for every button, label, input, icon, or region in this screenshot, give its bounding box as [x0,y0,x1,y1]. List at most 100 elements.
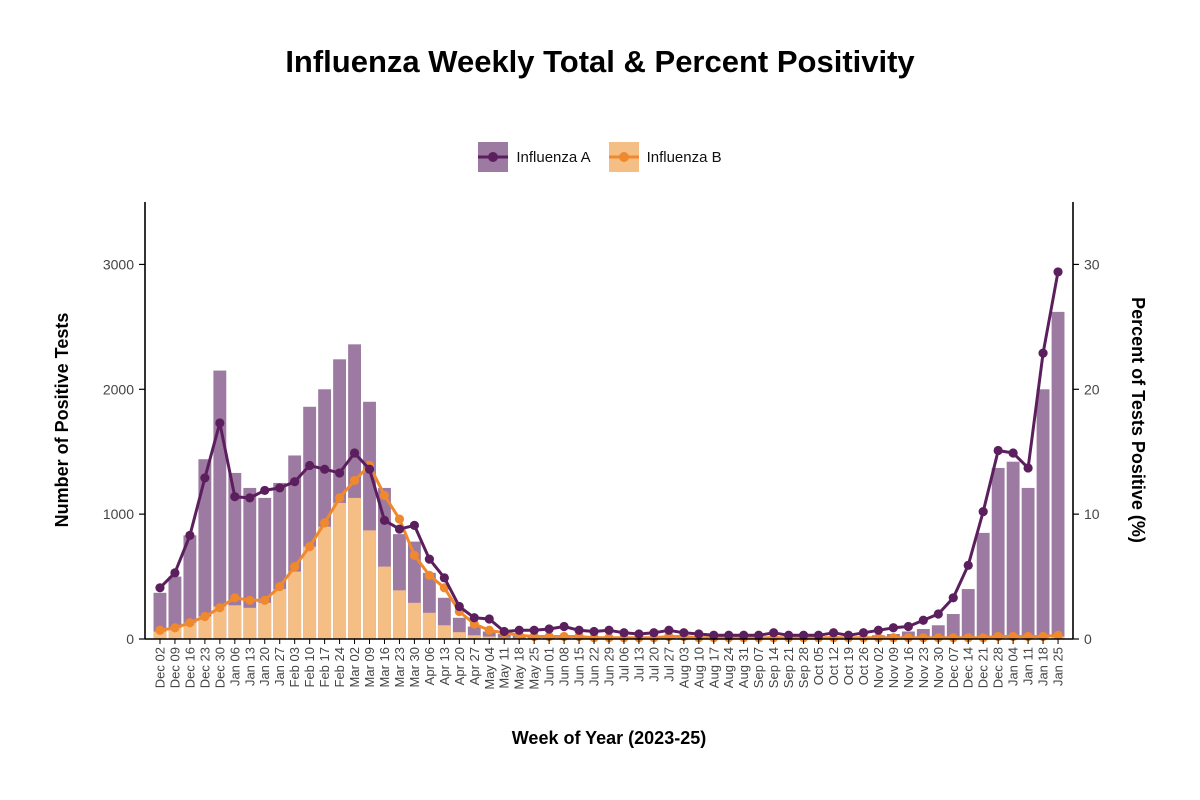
influenza-b-percent-point [290,561,300,572]
x-tick-label: May 04 [482,647,497,690]
influenza-a-bar [991,467,1005,639]
influenza-a-percent-point [769,628,779,638]
x-tick-label: Jan 27 [272,647,287,686]
influenza-b-bar [482,636,496,639]
y-tick-label: 3000 [103,256,134,272]
x-tick-label: Dec 09 [167,647,182,688]
influenza-a-percent-point [544,624,554,634]
influenza-a-percent-point [364,464,375,474]
x-tick-label: Aug 31 [736,647,751,688]
influenza-a-percent-point [275,483,285,493]
influenza-a-percent-point [709,630,719,640]
influenza-b-percent-point [978,633,988,643]
x-tick-label: May 18 [512,647,527,690]
influenza-a-percent-point [933,609,943,619]
x-tick-label: Jan 06 [227,647,242,686]
influenza-a-percent-point [454,601,464,612]
legend-key-influenza-a [478,142,509,172]
influenza-a-percent-point [963,560,973,570]
influenza-b-percent-point [394,514,405,524]
influenza-b-percent-point [424,570,434,580]
influenza-b-percent-point [963,633,973,643]
influenza-a-percent-point [754,630,764,640]
influenza-a-percent-point [200,473,210,483]
influenza-a-bar [183,535,197,639]
x-tick-label: Jul 27 [661,647,676,682]
x-tick-label: Dec 07 [946,647,961,688]
influenza-b-bar [168,627,182,639]
influenza-b-percent-point [439,583,449,593]
influenza-a-percent-point [1038,348,1048,358]
influenza-a-bar [1036,389,1050,639]
x-tick-label: Dec 23 [197,647,212,688]
influenza-b-bar [273,589,287,639]
influenza-a-percent-point [903,621,913,632]
influenza-a-percent-point [649,628,659,638]
x-tick-label: Sep 07 [751,647,766,688]
x-tick-label: Oct 26 [856,647,871,685]
influenza-b-percent-point [215,603,225,613]
influenza-a-percent-point [230,492,240,502]
x-tick-label: Jun 15 [572,647,587,686]
influenza-b-bar [393,590,406,639]
influenza-a-bar [168,576,182,639]
influenza-a-percent-point [739,630,749,640]
influenza-a-percent-point [843,630,854,640]
influenza-a-percent-point [290,477,300,487]
y2-tick-label: 10 [1084,506,1100,522]
influenza-a-percent-point [873,625,884,635]
legend-label-influenza-a: Influenza A [516,148,591,166]
x-tick-label: Oct 12 [826,647,841,685]
influenza-b-bar [303,546,317,639]
x-tick-label: Dec 14 [961,647,976,688]
influenza-a-percent-point [948,593,958,603]
x-tick-label: Apr 06 [422,647,437,685]
legend-item-influenza-b[interactable]: Influenza B [608,142,722,172]
influenza-a-percent-point [724,630,734,640]
influenza-b-bar [437,625,451,639]
influenza-a-bar [946,614,960,639]
percent-lines [155,267,1063,643]
x-tick-label: Jan 13 [242,647,257,686]
influenza-a-percent-point [828,628,839,638]
influenza-a-bar [976,532,990,639]
influenza-b-percent-point [275,581,285,592]
influenza-a-percent-point [260,485,270,496]
influenza-a-percent-point [484,614,494,624]
influenza-a-percent-point [215,418,225,428]
influenza-a-percent-point [305,460,315,471]
x-tick-label: Jul 20 [646,647,661,682]
influenza-b-percent-point [245,595,255,605]
x-tick-label: Dec 16 [182,647,197,688]
influenza-a-percent-point [664,625,674,635]
influenza-b-bar [258,602,272,639]
y-tick-label: 0 [126,631,134,647]
legend-item-influenza-a[interactable]: Influenza A [478,142,591,172]
influenza-b-percent-point [349,475,360,486]
influenza-b-bar [243,607,257,639]
x-tick-label: Jan 04 [1006,647,1021,686]
influenza-b-percent-point [948,633,958,643]
x-tick-label: Jan 11 [1021,647,1036,685]
x-tick-label: Jun 29 [602,647,617,686]
influenza-b-percent-point [200,611,210,622]
influenza-b-bar [183,622,197,639]
influenza-a-percent-point [634,629,644,639]
influenza-b-bar [333,502,347,639]
influenza-a-percent-point [439,573,449,583]
influenza-b-bar [288,571,302,639]
influenza-a-percent-point [604,625,614,635]
x-tick-label: May 11 [497,647,512,689]
x-tick-label: Aug 03 [676,647,691,688]
x-tick-label: Jan 25 [1051,647,1066,686]
x-tick-label: Sep 14 [766,647,781,688]
x-tick-label: Jan 20 [257,647,272,686]
influenza-a-percent-point [798,630,809,640]
influenza-b-percent-point [873,633,884,643]
influenza-b-percent-point [1053,630,1063,640]
influenza-a-bar [1006,461,1020,639]
influenza-b-percent-point [379,490,390,501]
influenza-a-bar [1051,311,1065,639]
influenza-a-percent-point [394,524,405,534]
